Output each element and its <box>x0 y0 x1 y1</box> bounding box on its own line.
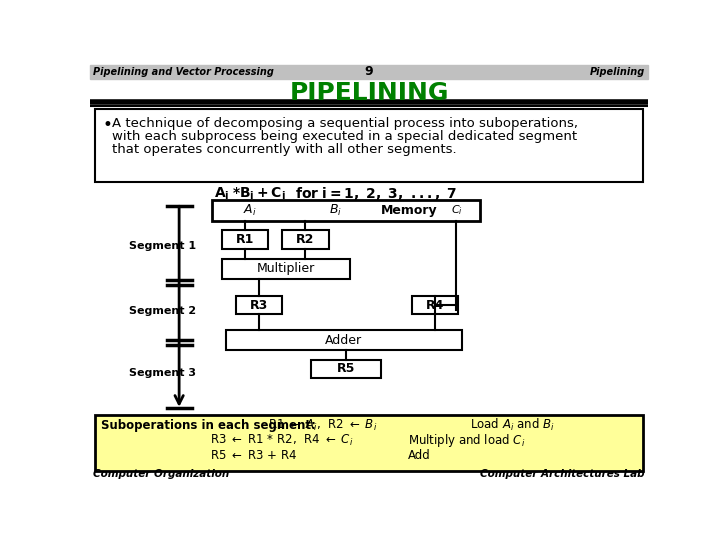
Text: Computer Organization: Computer Organization <box>93 469 230 480</box>
Text: •: • <box>102 116 112 134</box>
Text: Pipelining and Vector Processing: Pipelining and Vector Processing <box>93 67 274 77</box>
Text: Adder: Adder <box>325 334 362 347</box>
Text: Segment 3: Segment 3 <box>129 368 196 378</box>
Text: Multiplier: Multiplier <box>256 262 315 275</box>
Bar <box>235 296 282 314</box>
Text: Add: Add <box>408 449 431 462</box>
Bar <box>222 231 269 249</box>
Text: Suboperations in each segment:: Suboperations in each segment: <box>101 418 316 431</box>
Text: Load $A_i$ and $B_i$: Load $A_i$ and $B_i$ <box>469 417 554 433</box>
Text: R5: R5 <box>336 362 355 375</box>
Text: Computer Architectures Lab: Computer Architectures Lab <box>480 469 645 480</box>
Text: Segment 2: Segment 2 <box>129 306 196 316</box>
Text: with each subprocess being executed in a special dedicated segment: with each subprocess being executed in a… <box>112 130 577 143</box>
Text: R2: R2 <box>296 233 315 246</box>
Text: Pipelining: Pipelining <box>590 67 645 77</box>
Bar <box>225 330 462 350</box>
Text: $A_i$: $A_i$ <box>243 203 257 218</box>
Text: that operates concurrently with all other segments.: that operates concurrently with all othe… <box>112 143 456 156</box>
Bar <box>412 296 458 314</box>
Text: $\mathbf{for\ i = 1,\ 2,\ 3,\ ...,\ 7}$: $\mathbf{for\ i = 1,\ 2,\ 3,\ ...,\ 7}$ <box>295 185 457 202</box>
Text: $\mathbf{* B_i + C_i}$: $\mathbf{* B_i + C_i}$ <box>232 185 286 201</box>
Bar <box>94 415 644 470</box>
Text: Multiply and load $C_i$: Multiply and load $C_i$ <box>408 432 525 449</box>
Bar <box>94 109 644 182</box>
Bar <box>282 231 329 249</box>
Text: A technique of decomposing a sequential process into suboperations,: A technique of decomposing a sequential … <box>112 117 577 130</box>
Text: $\mathbf{A_i}$: $\mathbf{A_i}$ <box>214 185 230 201</box>
Bar <box>212 200 480 221</box>
Bar <box>90 65 648 79</box>
Bar <box>311 360 381 378</box>
Text: R5 $\leftarrow$ R3 + R4: R5 $\leftarrow$ R3 + R4 <box>210 449 297 462</box>
Text: $B_i$: $B_i$ <box>329 203 342 218</box>
Text: $C_i$: $C_i$ <box>451 204 463 217</box>
Bar <box>222 259 350 279</box>
Text: Segment 1: Segment 1 <box>129 241 196 251</box>
Text: R3 $\leftarrow$ R1 $*$ R2,  R4 $\leftarrow$ $C_i$: R3 $\leftarrow$ R1 $*$ R2, R4 $\leftarro… <box>210 433 354 448</box>
Text: PIPELINING: PIPELINING <box>289 80 449 105</box>
Text: R4: R4 <box>426 299 444 312</box>
Text: Memory: Memory <box>381 204 437 217</box>
Text: 9: 9 <box>365 65 373 78</box>
Text: R3: R3 <box>250 299 268 312</box>
Text: R1 $\leftarrow$ $A_i$,  R2 $\leftarrow$ $B_i$: R1 $\leftarrow$ $A_i$, R2 $\leftarrow$ $… <box>269 417 377 433</box>
Text: R1: R1 <box>236 233 254 246</box>
